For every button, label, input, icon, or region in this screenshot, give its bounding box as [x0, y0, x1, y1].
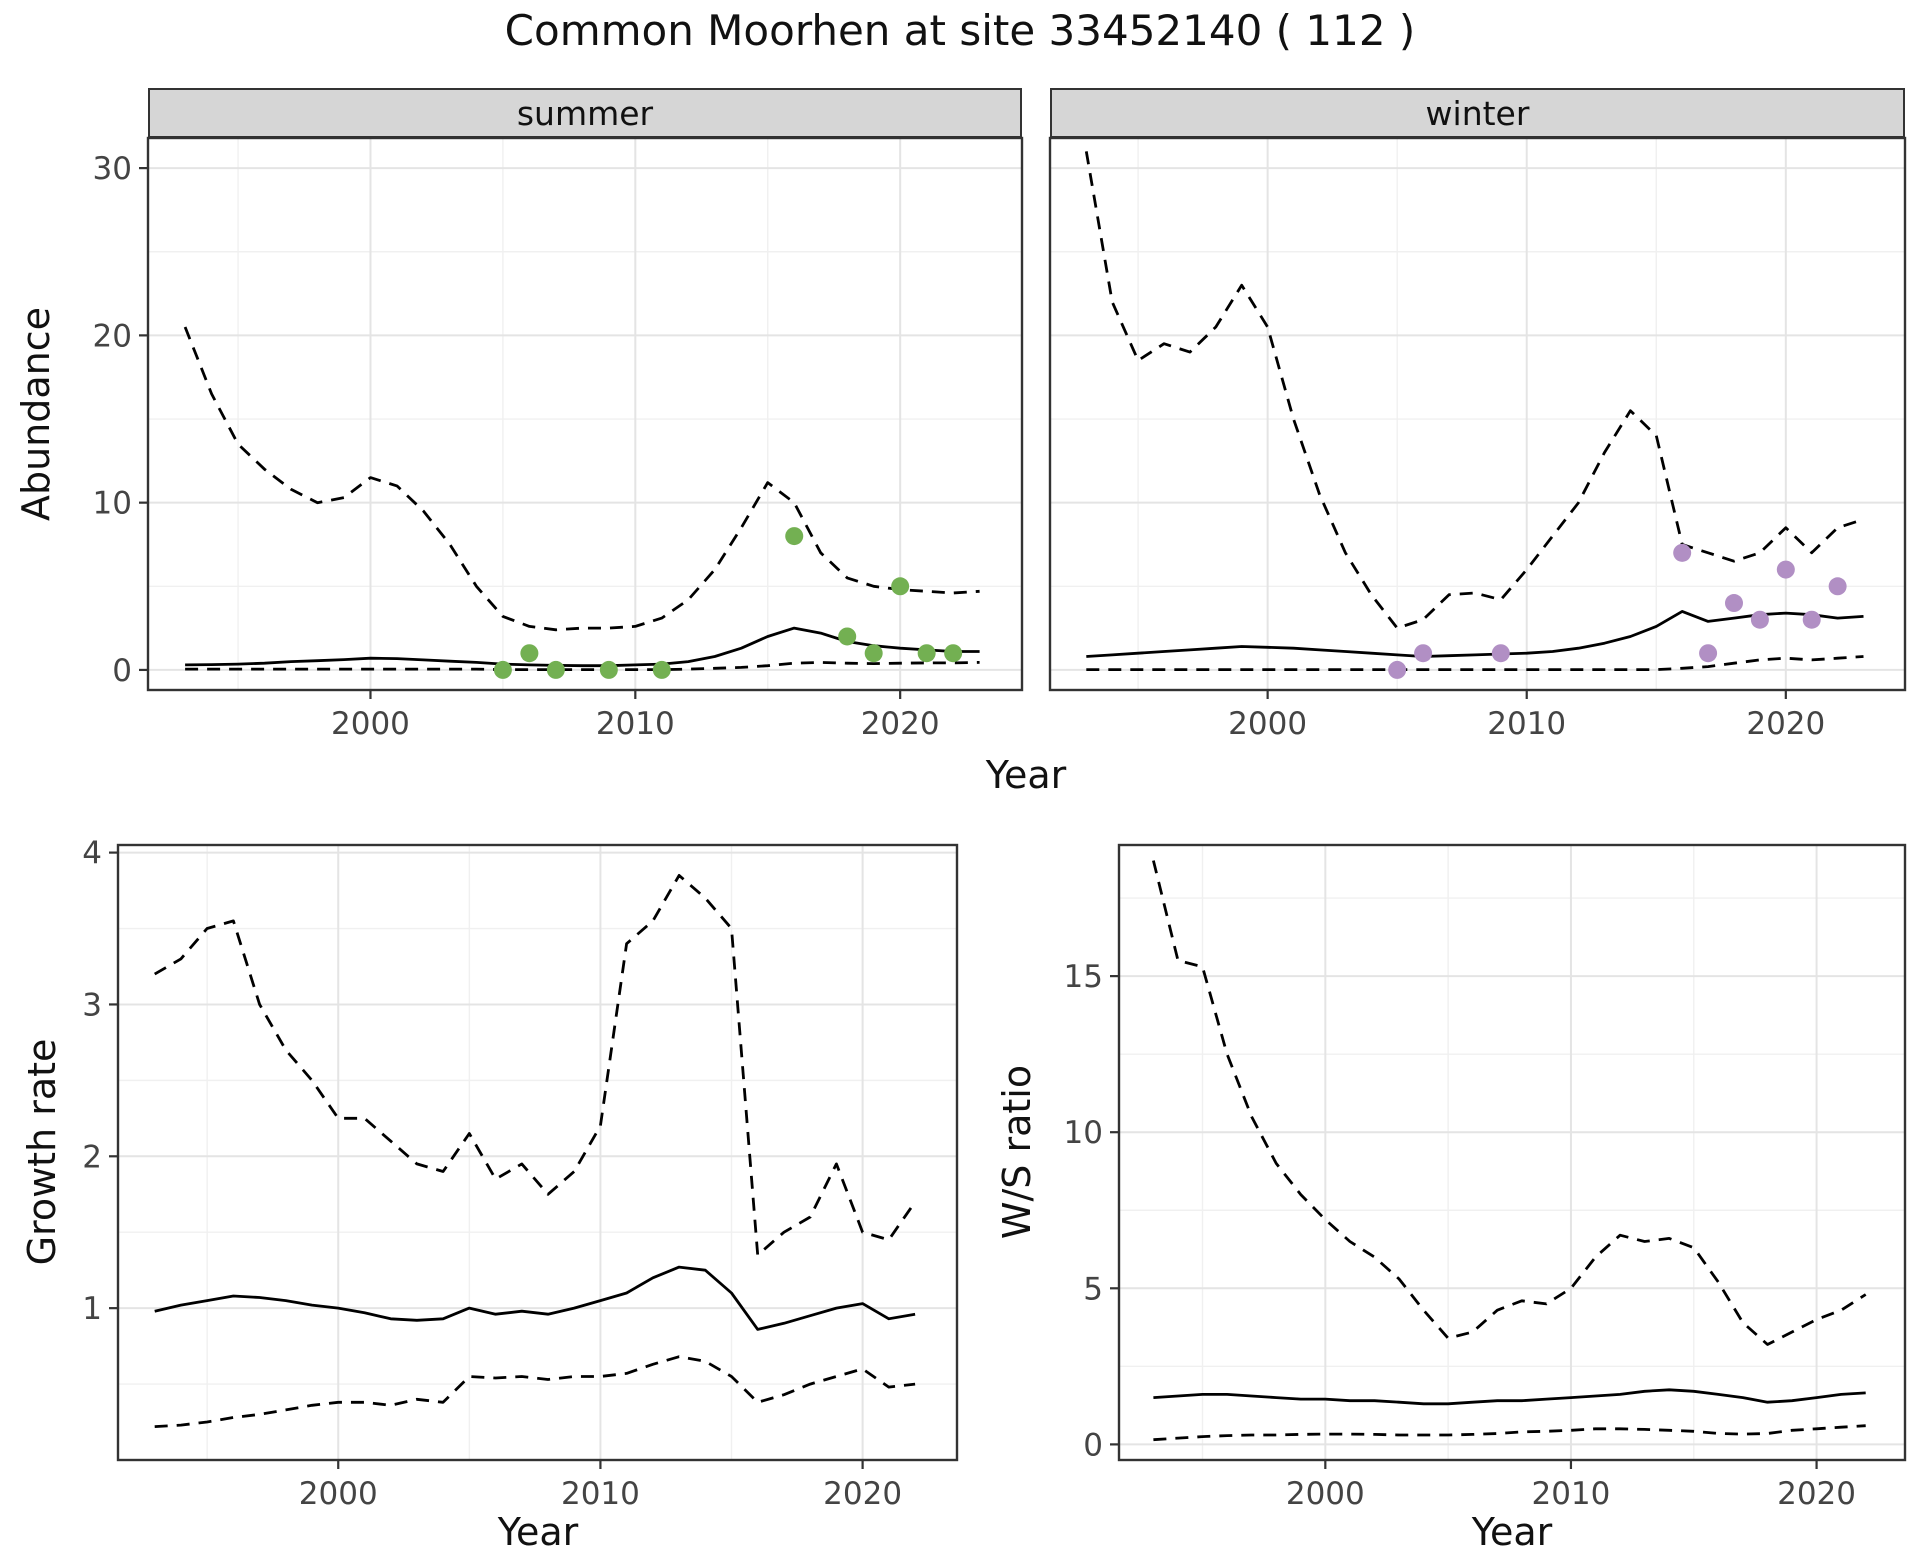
svg-text:2000: 2000: [299, 1476, 378, 1512]
x-axis-label-year-top: Year: [985, 753, 1067, 797]
svg-text:5: 5: [1083, 1271, 1103, 1307]
x-axis-label-year-growth: Year: [497, 1510, 579, 1554]
svg-text:3: 3: [82, 987, 102, 1023]
svg-text:2010: 2010: [1531, 1476, 1610, 1512]
svg-text:15: 15: [1064, 959, 1103, 995]
svg-text:2020: 2020: [1777, 1476, 1856, 1512]
svg-text:2020: 2020: [823, 1476, 902, 1512]
svg-text:2020: 2020: [1746, 706, 1825, 742]
facet-strip-winter: winter: [1050, 88, 1905, 138]
svg-text:10: 10: [1064, 1115, 1103, 1151]
chart-title: Common Moorhen at site 33452140 ( 112 ): [504, 6, 1416, 55]
svg-text:0: 0: [112, 653, 132, 689]
y-axis-label-abundance: Abundance: [14, 306, 58, 522]
facet-strip-summer-label: summer: [516, 93, 654, 133]
svg-text:20: 20: [93, 318, 132, 354]
y-axis-label-ws-ratio: W/S ratio: [995, 1064, 1039, 1240]
svg-text:30: 30: [93, 151, 132, 187]
svg-text:2: 2: [82, 1139, 102, 1175]
svg-text:2020: 2020: [861, 706, 940, 742]
facet-strip-winter-label: winter: [1425, 93, 1530, 133]
svg-text:10: 10: [93, 486, 132, 522]
svg-text:1: 1: [82, 1291, 102, 1327]
svg-text:4: 4: [82, 836, 102, 872]
facet-strip-summer: summer: [148, 88, 1022, 138]
svg-text:2000: 2000: [1286, 1476, 1365, 1512]
svg-text:2000: 2000: [1228, 706, 1307, 742]
svg-text:2010: 2010: [596, 706, 675, 742]
y-axis-label-growth-rate: Growth rate: [20, 1038, 64, 1266]
x-axis-label-year-ws: Year: [1471, 1510, 1553, 1554]
svg-text:2010: 2010: [1487, 706, 1566, 742]
svg-text:2010: 2010: [561, 1476, 640, 1512]
svg-text:0: 0: [1083, 1427, 1103, 1463]
svg-text:2000: 2000: [331, 706, 410, 742]
